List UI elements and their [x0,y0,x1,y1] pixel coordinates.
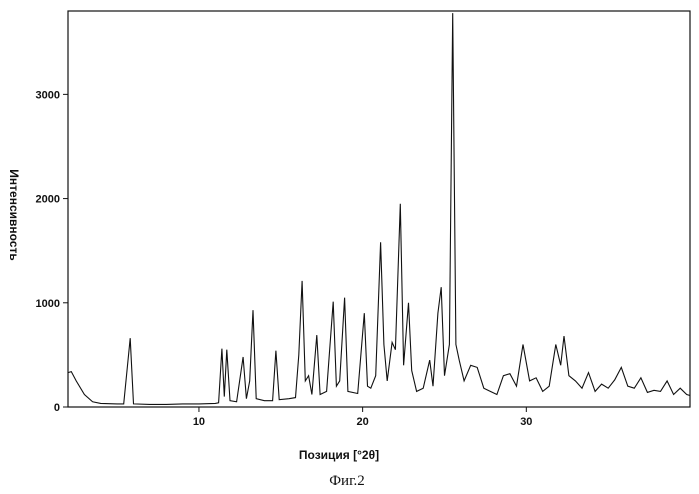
y-axis-label: Интенсивность [7,169,21,260]
series-line [68,13,690,404]
x-tick-label: 20 [357,416,369,428]
ticks-layer: 10 20 30 0 1000 2000 3000 [36,89,533,428]
x-axis-label: Позиция [°2θ] [299,448,379,462]
y-tick-label: 2000 [36,194,60,206]
plot-frame [68,11,690,407]
figure-caption: Фиг.2 [329,473,365,489]
y-tick-label: 3000 [36,89,60,101]
y-tick-label: 1000 [36,298,60,310]
x-tick-label: 30 [520,416,532,428]
y-tick-label: 0 [54,402,60,414]
x-tick-label: 10 [193,416,205,428]
